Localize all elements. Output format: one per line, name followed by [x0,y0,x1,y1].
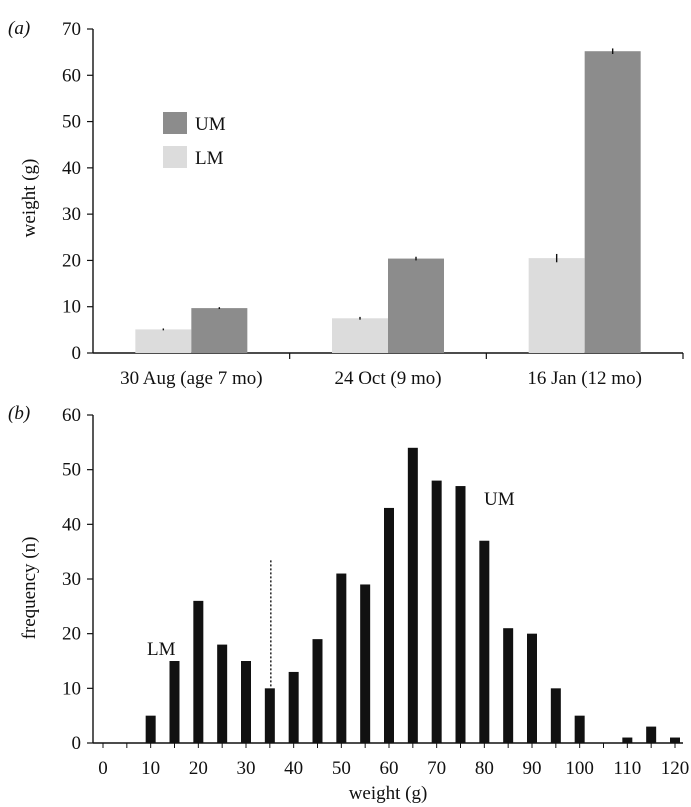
panel-b-label: (b) [8,403,30,424]
panel-b-bar [622,737,633,743]
panel-b-bar [503,628,514,743]
panel-b-y-tick-label: 10 [62,678,81,699]
panel-b-y-tick-label: 20 [62,624,81,645]
panel-b-x-tick-label: 60 [380,758,399,779]
panel-b-bar [431,480,442,743]
panel-b-bar [479,540,490,743]
panel-a-y-tick-label: 0 [72,343,82,364]
panel-b-x-tick-label: 120 [661,758,690,779]
panel-b-x-tick-label: 0 [98,758,108,779]
panel-a-bar-lm [528,258,585,353]
panel-b-bar [407,447,418,743]
panel-a-label: (a) [8,18,30,39]
panel-a-legend: UM LM [163,112,226,169]
panel-b-annotation-lm: LM [147,639,176,660]
panel-b-bar [455,486,466,743]
panel-b-bar [193,600,204,743]
panel-b-x-tick-label: 100 [565,758,594,779]
panel-a-legend-label-um: UM [195,114,226,135]
panel-b-x-tick-label: 80 [475,758,494,779]
panel-b-x-tick-label: 110 [613,758,641,779]
panel-b-bar [360,584,371,743]
panel-a-y-tick-label: 30 [62,204,81,225]
panel-b-x-tick-label: 70 [427,758,446,779]
panel-a-bar-um [388,258,444,353]
panel-b-bar [264,688,275,743]
panel-b-x-tick-label: 50 [332,758,351,779]
panel-a: (a) weight (g) 0 10 20 30 40 50 60 70 30 Aug (ag… [8,18,684,389]
panel-b-y-tick-label: 60 [62,405,81,426]
panel-b-y-axis-title: frequency (n) [19,537,40,640]
panel-a-bar-um [191,308,248,353]
panel-a-legend-swatch-um [163,112,187,134]
panel-b-bar [145,715,156,743]
panel-a-y-tick-label: 50 [62,112,81,133]
panel-b-x-tick-label: 30 [237,758,256,779]
panel-a-x-tick-label: 24 Oct (9 mo) [334,368,441,389]
panel-b-bar [646,726,657,743]
panel-b-bar [241,661,251,743]
panel-a-bar-lm [135,329,192,353]
panel-b-x-axis-title: weight (g) [349,783,428,804]
panel-a-legend-label-lm: LM [195,148,224,169]
panel-a-y-tick-label: 20 [62,250,81,271]
panel-b-bar [384,507,394,743]
panel-b-bar [527,633,537,743]
panel-a-y-axis-title: weight (g) [19,159,40,238]
panel-b-axes: 0 10 20 30 40 50 60 0 10 20 30 40 50 60 70 80 90 100 110 12… [62,405,689,779]
panel-b-y-tick-label: 50 [62,460,81,481]
panel-b-bar [670,737,680,743]
panel-b-bar [550,688,561,743]
panel-a-legend-swatch-lm [163,146,187,168]
panel-b-bar [217,644,228,743]
panel-b-y-tick-label: 40 [62,514,81,535]
panel-a-axes: 0 10 20 30 40 50 60 70 30 Aug (age 7 mo) 24 Oct (… [62,19,684,389]
panel-b-bar [336,573,347,743]
panel-b-bar [169,661,180,743]
panel-b-x-tick-label: 90 [523,758,542,779]
panel-a-bar-um [584,51,641,354]
panel-a-bar-lm [332,318,388,353]
panel-b-x-tick-label: 10 [141,758,160,779]
panel-a-x-tick-label: 16 Jan (12 mo) [527,368,642,389]
panel-b-bar [312,639,323,743]
panel-b-x-tick-label: 40 [284,758,303,779]
panel-b-x-tick-label: 20 [189,758,208,779]
panel-a-x-tick-label: 30 Aug (age 7 mo) [120,368,262,389]
panel-b: (b) frequency (n) weight (g) 0 10 20 30 40 50… [8,403,689,804]
panel-a-bars [135,48,641,354]
panel-b-annotations: LM UM [147,489,515,687]
panel-b-bar [574,715,585,743]
panel-a-y-tick-label: 10 [62,297,81,318]
panel-b-y-tick-label: 0 [72,733,82,754]
panel-b-bars [145,447,680,743]
panel-b-annotation-um: UM [484,489,515,510]
panel-a-y-tick-label: 70 [62,19,81,40]
panel-b-bar [288,671,299,743]
panel-a-y-tick-label: 40 [62,158,81,179]
panel-a-y-tick-label: 60 [62,65,81,86]
panel-b-y-tick-label: 30 [62,569,81,590]
